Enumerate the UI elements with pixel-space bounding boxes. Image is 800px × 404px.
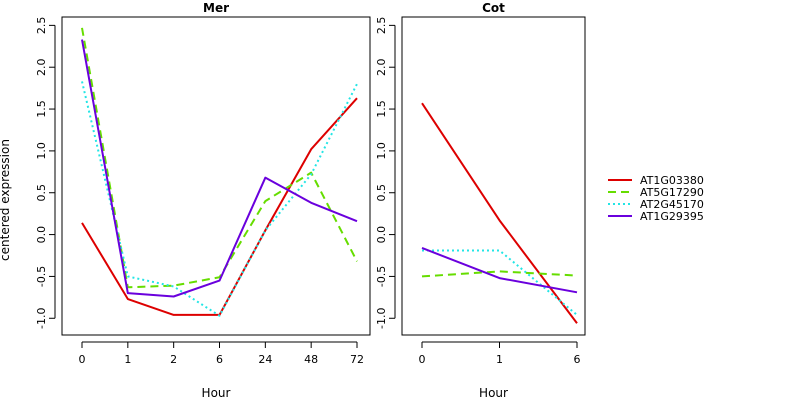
plot-frame — [401, 16, 586, 336]
y-tick-label: 2.0 — [375, 58, 388, 76]
y-tick-label: 1.5 — [35, 100, 48, 118]
x-tick-label: 0 — [419, 353, 426, 366]
series-line-at1g03380 — [81, 97, 358, 316]
y-tick-label: -0.5 — [35, 266, 48, 287]
series-line-at2g45170 — [422, 249, 578, 316]
y-tick-label: 1.5 — [375, 100, 388, 118]
x-tick-label: 2 — [170, 353, 177, 366]
legend-label: AT1G03380 — [640, 174, 704, 187]
legend-label: AT2G45170 — [640, 198, 704, 211]
y-tick-label: 0.5 — [35, 184, 48, 202]
y-tick-label: 0.5 — [375, 184, 388, 202]
x-tick-label: 1 — [496, 353, 503, 366]
panel-title: Mer — [203, 1, 229, 15]
x-axis-title: Hour — [202, 386, 231, 400]
panel-cot: Cot -1.0 -0.5 0.0 0.5 1.0 1.5 2.0 2.5 0 1 6 Hour — [375, 1, 586, 400]
x-axis-title: Hour — [479, 386, 508, 400]
series-line-at1g29395 — [81, 39, 358, 298]
y-tick-label: -1.0 — [375, 308, 388, 329]
series-line-at2g45170 — [81, 81, 358, 317]
x-tick-label: 1 — [124, 353, 131, 366]
y-tick-label: -1.0 — [35, 308, 48, 329]
legend-label: AT1G29395 — [640, 210, 704, 223]
y-tick-label: 1.0 — [375, 142, 388, 160]
panel-mer: Mer -1.0 -0.5 0.0 0.5 1.0 1.5 2.0 2.5 0 1 2 6 24 48 72 H… — [35, 1, 371, 400]
y-tick-label: 0.0 — [35, 226, 48, 244]
series-line-at5g17290 — [81, 27, 358, 289]
y-axis-title: centered expression — [0, 139, 12, 261]
series-line-at1g29395 — [421, 247, 578, 294]
x-tick-label: 72 — [350, 353, 364, 366]
x-tick-label: 48 — [304, 353, 318, 366]
x-tick-label: 6 — [216, 353, 223, 366]
y-tick-label: 0.0 — [375, 226, 388, 244]
y-tick-label: -0.5 — [375, 266, 388, 287]
panel-title: Cot — [482, 1, 505, 15]
y-tick-label: 2.0 — [35, 58, 48, 76]
plot-frame — [61, 16, 371, 336]
series-line-at5g17290 — [421, 270, 578, 278]
y-tick-label: 1.0 — [35, 142, 48, 160]
x-tick-label: 6 — [574, 353, 581, 366]
series-line-at1g03380 — [421, 102, 578, 324]
y-tick-label: 2.5 — [375, 17, 388, 35]
x-tick-label: 0 — [79, 353, 86, 366]
y-tick-label: 2.5 — [35, 17, 48, 35]
legend-label: AT5G17290 — [640, 186, 704, 199]
x-tick-label: 24 — [258, 353, 272, 366]
